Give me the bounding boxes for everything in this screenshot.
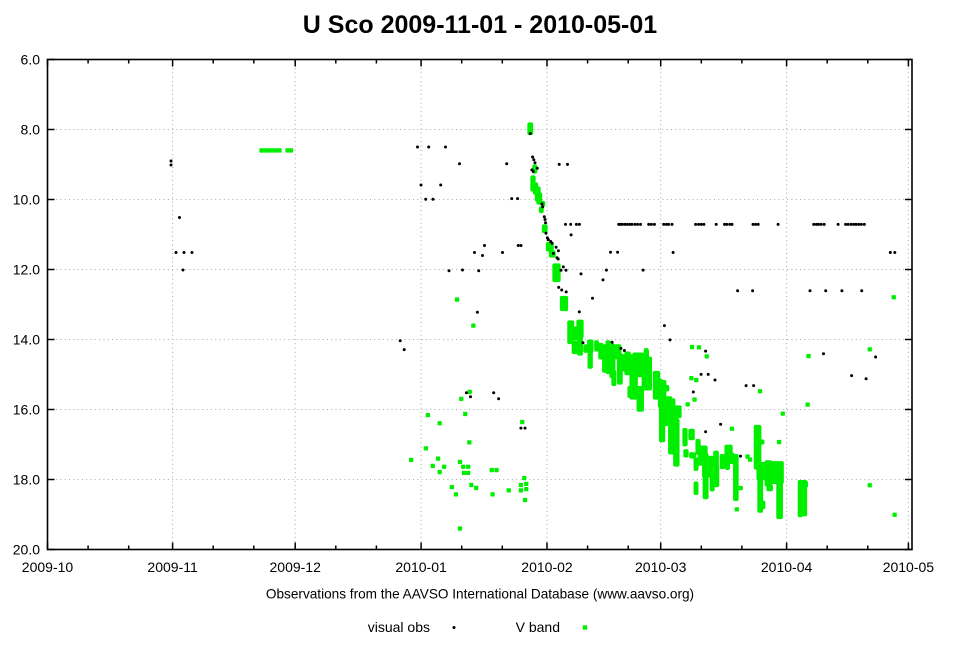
svg-text:20.0: 20.0	[13, 542, 40, 558]
svg-text:18.0: 18.0	[13, 472, 40, 488]
svg-text:12.0: 12.0	[13, 262, 40, 278]
svg-text:16.0: 16.0	[13, 402, 40, 418]
svg-text:U Sco 2009-11-01 - 2010-05-01: U Sco 2009-11-01 - 2010-05-01	[303, 11, 657, 39]
svg-text:2010-03: 2010-03	[635, 559, 687, 575]
svg-text:2010-04: 2010-04	[761, 559, 813, 575]
svg-text:2009-10: 2009-10	[22, 559, 74, 575]
svg-text:10.0: 10.0	[13, 192, 40, 208]
svg-text:V band: V band	[516, 619, 560, 635]
svg-text:visual obs: visual obs	[368, 619, 430, 635]
svg-text:Observations from the AAVSO In: Observations from the AAVSO Internationa…	[266, 587, 694, 602]
svg-text:2010-05: 2010-05	[883, 559, 935, 575]
svg-text:6.0: 6.0	[21, 52, 41, 68]
svg-text:14.0: 14.0	[13, 332, 40, 348]
svg-text:2009-12: 2009-12	[270, 559, 322, 575]
svg-text:2010-02: 2010-02	[521, 559, 573, 575]
svg-text:2009-11: 2009-11	[147, 559, 198, 575]
svg-text:2010-01: 2010-01	[395, 559, 447, 575]
svg-text:8.0: 8.0	[21, 122, 41, 138]
